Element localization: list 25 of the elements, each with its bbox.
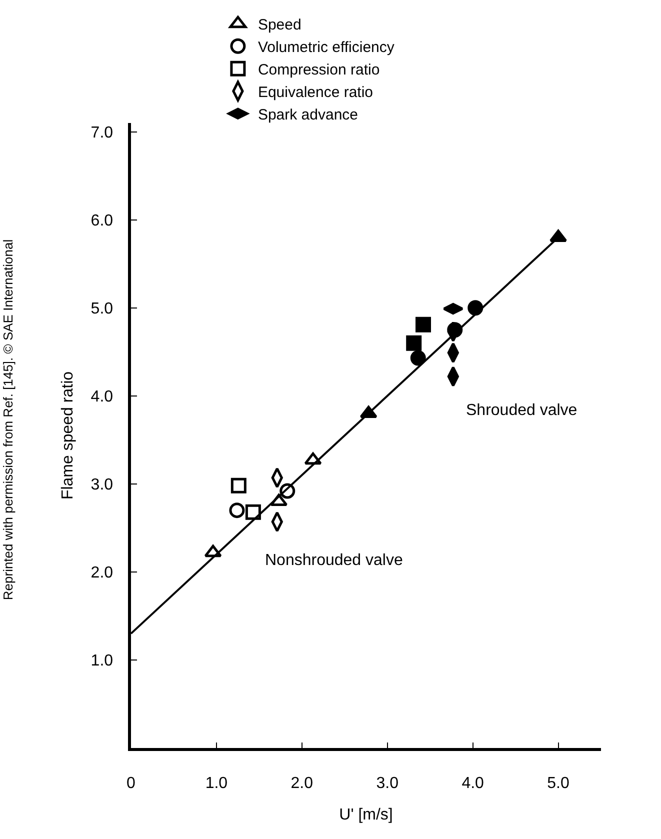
x-tick-label: 2.0: [290, 774, 314, 792]
point: [468, 300, 484, 316]
annotation: Nonshrouded valve: [265, 552, 403, 569]
x-tick-label: 4.0: [462, 774, 484, 792]
y-axis-title: Flame speed ratio: [60, 371, 77, 500]
y-tick-label: 2.0: [90, 564, 114, 582]
annotation: Shrouded valve: [466, 402, 578, 419]
x-tick-label: 0: [126, 774, 136, 792]
x-tick-label: 1.0: [205, 774, 228, 792]
y-tick-label: 6.0: [90, 212, 114, 230]
legend-label: Compression ratio: [258, 61, 380, 78]
point: [410, 350, 426, 366]
y-tick-label: 3.0: [90, 476, 114, 494]
y-tick-label: 1.0: [90, 652, 114, 670]
legend-label: Spark advance: [258, 106, 358, 124]
y-tick-label: 4.0: [90, 388, 114, 406]
legend-label: Volumetric efficiency: [258, 38, 395, 56]
legend-label: Speed: [258, 16, 302, 34]
text: Reprinted with permission from Ref. [145]. © SAE International: [0, 239, 16, 600]
x-tick-label: 5.0: [547, 774, 570, 792]
y-tick-label: 5.0: [90, 300, 114, 318]
legend-label: Equivalence ratio: [258, 84, 374, 101]
x-tick-label: 3.0: [376, 774, 399, 792]
x-axis-title: U' [m/s]: [339, 806, 393, 824]
y-tick-label: 7.0: [90, 124, 114, 142]
